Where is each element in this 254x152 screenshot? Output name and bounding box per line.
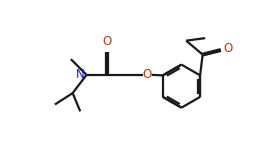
Text: N: N: [76, 68, 85, 81]
Text: O: O: [223, 42, 232, 55]
Text: O: O: [142, 68, 152, 81]
Text: O: O: [103, 35, 112, 48]
